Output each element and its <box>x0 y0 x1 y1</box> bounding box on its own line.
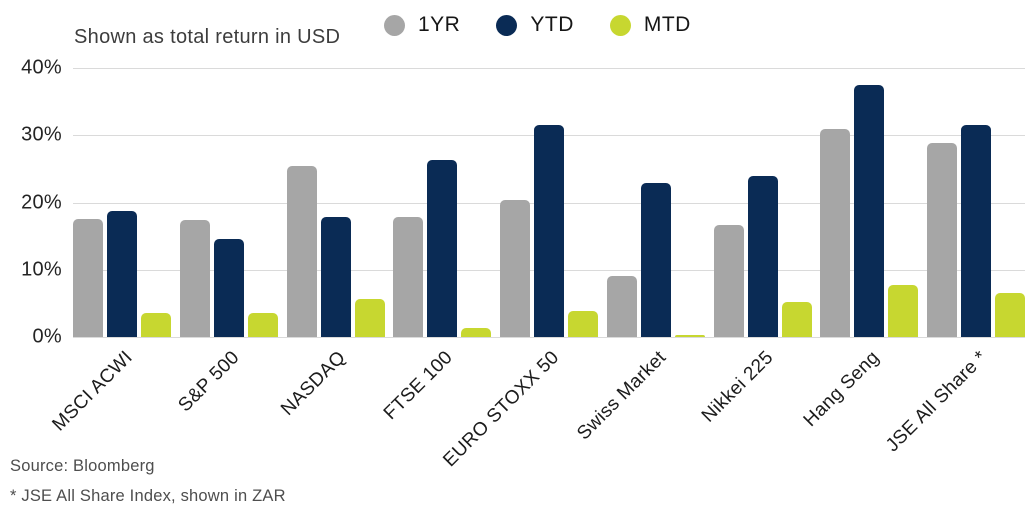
bar-nasdaq-ytd <box>320 216 351 337</box>
bar-group-nikkei-225: Nikkei 225 <box>698 68 812 427</box>
gridline <box>73 337 1025 338</box>
bar-s-p-500-ytd <box>213 238 244 337</box>
x-axis-label-msci-acwi: MSCI ACWI <box>48 347 137 436</box>
y-tick-label: 40% <box>21 56 62 79</box>
x-axis-label-nikkei-225: Nikkei 225 <box>697 347 778 427</box>
bar-nasdaq-1yr <box>286 166 317 337</box>
gridline <box>73 68 1025 69</box>
bar-jse-all-share-1yr <box>927 143 957 337</box>
x-axis-label-jse-all-share: JSE All Share * <box>881 347 991 457</box>
bar-jse-all-share-mtd <box>995 293 1025 337</box>
legend-item-mtd: MTD <box>609 13 691 37</box>
bar-s-p-500-1yr <box>179 220 210 337</box>
bar-nasdaq-mtd <box>354 298 385 337</box>
bar-group-s-p-500: S&P 500 <box>174 68 278 416</box>
bar-swiss-market-ytd <box>640 183 671 337</box>
legend-label: YTD <box>530 13 574 36</box>
bar-msci-acwi-1yr <box>73 219 103 337</box>
bar-ftse-100-mtd <box>461 327 492 337</box>
y-tick-label: 20% <box>21 191 62 213</box>
bar-euro-stoxx-50-1yr <box>500 200 530 337</box>
bar-ftse-100-1yr <box>393 216 424 337</box>
bar-jse-all-share-ytd <box>961 125 991 337</box>
plot-area: MSCI ACWI S&P 500 NASDAQ FTSE 100 EURO STOXX… <box>48 68 1025 471</box>
x-axis-label-hang-seng: Hang Seng <box>800 347 885 431</box>
bar-hang-seng-mtd <box>888 285 919 337</box>
bar-nikkei-225-1yr <box>713 224 744 337</box>
x-axis-label-s-p-500: S&P 500 <box>174 347 244 417</box>
x-axis-label-euro-stoxx-50: EURO STOXX 50 <box>439 347 564 472</box>
zar-footnote: * JSE All Share Index, shown in ZAR <box>10 487 286 505</box>
bar-ftse-100-ytd <box>427 160 458 337</box>
bar-nikkei-225-mtd <box>781 302 812 337</box>
y-tick-label: 30% <box>21 123 62 146</box>
legend-swatch-icon <box>496 14 518 36</box>
x-axis-label-ftse-100: FTSE 100 <box>380 347 458 425</box>
bar-group-jse-all-share: JSE All Share * <box>882 68 1025 456</box>
bar-euro-stoxx-50-mtd <box>568 311 598 337</box>
bar-euro-stoxx-50-ytd <box>534 124 564 337</box>
legend-swatch-icon <box>609 14 631 36</box>
source-note: Source: Bloomberg <box>10 457 155 475</box>
bar-group-msci-acwi: MSCI ACWI <box>48 68 171 435</box>
y-tick-label: 0% <box>32 325 62 348</box>
bar-hang-seng-1yr <box>820 128 851 337</box>
bar-hang-seng-ytd <box>854 84 885 337</box>
bar-s-p-500-mtd <box>247 313 278 337</box>
bar-groups: MSCI ACWI S&P 500 NASDAQ FTSE 100 EURO STOXX… <box>48 68 1025 471</box>
bar-msci-acwi-ytd <box>107 210 137 337</box>
legend-swatch-icon <box>384 14 405 36</box>
bar-msci-acwi-mtd <box>141 312 171 337</box>
legend-item-ytd: YTD <box>496 13 574 37</box>
bar-group-euro-stoxx-50: EURO STOXX 50 <box>440 68 598 471</box>
legend-label: MTD <box>643 13 691 36</box>
bar-group-ftse-100: FTSE 100 <box>380 68 492 424</box>
bar-swiss-market-1yr <box>606 275 637 337</box>
legend: 1YR YTD MTD <box>384 13 691 37</box>
x-axis-label-swiss-market: Swiss Market <box>573 347 671 445</box>
bar-group-nasdaq: NASDAQ <box>277 68 385 420</box>
legend-item-1yr: 1YR <box>384 13 460 37</box>
y-tick-label: 10% <box>21 258 62 281</box>
bar-group-hang-seng: Hang Seng <box>800 68 919 431</box>
chart-subtitle: Shown as total return in USD <box>74 26 341 48</box>
x-axis-label-nasdaq: NASDAQ <box>277 347 351 420</box>
bar-swiss-market-mtd <box>674 334 705 337</box>
legend-label: 1YR <box>418 13 461 36</box>
bar-group-swiss-market: Swiss Market <box>573 68 705 444</box>
bar-nikkei-225-ytd <box>747 176 778 337</box>
